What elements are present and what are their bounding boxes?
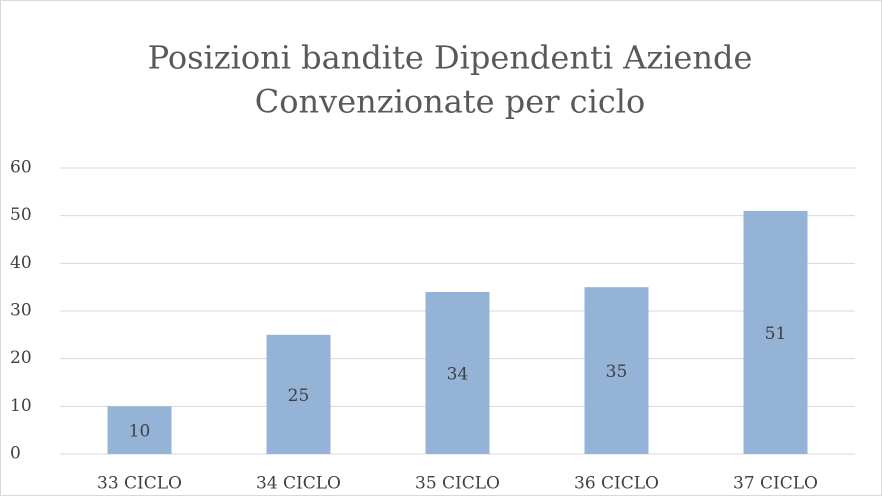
bar <box>107 406 172 454</box>
data-label: 10 <box>129 422 151 442</box>
y-tick-label: 60 <box>10 158 32 178</box>
y-tick-label: 30 <box>10 301 32 321</box>
chart-title: Convenzionate per ciclo <box>255 83 645 121</box>
x-tick-label: 35 CICLO <box>415 474 500 494</box>
chart-title: Posizioni bandite Dipendenti Aziende <box>148 39 753 77</box>
bar <box>425 291 490 454</box>
bar <box>266 334 331 454</box>
x-tick-label: 33 CICLO <box>97 474 182 494</box>
y-tick-label: 0 <box>10 444 21 464</box>
x-tick-label: 34 CICLO <box>256 474 341 494</box>
bar <box>584 287 649 454</box>
data-label: 51 <box>765 324 787 344</box>
x-tick-label: 36 CICLO <box>574 474 659 494</box>
data-label: 25 <box>288 386 310 406</box>
bar <box>743 210 808 454</box>
y-tick-label: 50 <box>10 205 32 225</box>
data-label: 34 <box>447 364 469 384</box>
y-tick-label: 10 <box>10 396 32 416</box>
y-tick-label: 20 <box>10 348 32 368</box>
data-label: 35 <box>606 362 628 382</box>
x-tick-label: 37 CICLO <box>733 474 818 494</box>
y-tick-label: 40 <box>10 253 32 273</box>
